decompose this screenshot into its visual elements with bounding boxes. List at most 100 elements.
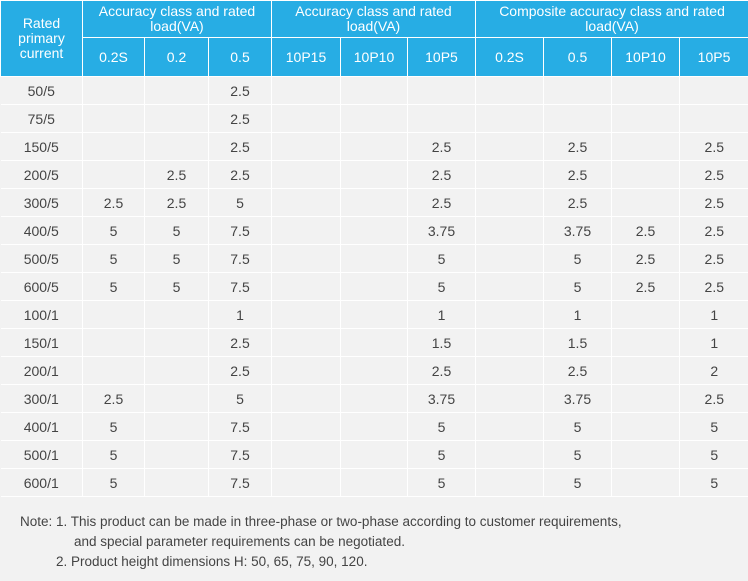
subheader-cell: 0.2 [144, 37, 209, 77]
rated-current-cell: 300/5 [0, 188, 83, 217]
load-value-cell: 2.5 [678, 216, 748, 245]
load-value-cell: 5 [407, 412, 476, 441]
load-value-cell [271, 440, 341, 469]
load-value-cell: 5 [407, 468, 476, 497]
notes: Note: 1. This product can be made in thr… [20, 512, 622, 572]
load-value-cell [144, 384, 209, 413]
table-row: 200/5 2.5 2.5 2.5 2.5 2.5 [0, 160, 748, 189]
load-value-cell: 1 [407, 300, 476, 329]
rated-current-cell: 100/1 [0, 300, 83, 329]
load-value-cell: 5 [543, 440, 612, 469]
load-value-cell: 1.5 [407, 328, 476, 357]
load-value-cell [82, 160, 145, 189]
load-value-cell: 5 [144, 244, 209, 273]
load-value-cell: 3.75 [407, 216, 476, 245]
load-value-cell [678, 76, 748, 105]
load-value-cell: 2.5 [678, 384, 748, 413]
load-value-cell: 7.5 [208, 468, 272, 497]
load-value-cell: 2.5 [407, 160, 476, 189]
table-header: Rated primary current Accuracy class and… [0, 0, 748, 77]
load-value-cell [678, 104, 748, 133]
load-value-cell [271, 412, 341, 441]
table-row: 50/5 2.5 [0, 76, 748, 105]
load-value-cell [611, 160, 680, 189]
load-value-cell [475, 132, 544, 161]
table-body: 50/5 2.5 75/5 2.5 150/5 2.5 2.5 2.5 2.5 200/5 2.5 2… [0, 76, 748, 497]
table-row: 600/5 5 5 7.5 5 5 2.5 2.5 [0, 272, 748, 301]
load-value-cell [340, 104, 408, 133]
load-value-cell: 5 [407, 272, 476, 301]
load-value-cell: 1 [678, 328, 748, 357]
load-value-cell [340, 468, 408, 497]
subheader-cell: 0.5 [208, 37, 272, 77]
subheader-cell: 10P5 [407, 37, 476, 77]
load-value-cell [82, 104, 145, 133]
load-value-cell [475, 188, 544, 217]
load-value-cell: 5 [82, 412, 145, 441]
load-value-cell: 7.5 [208, 412, 272, 441]
load-value-cell: 7.5 [208, 272, 272, 301]
table-row: 200/1 2.5 2.5 2.5 2 [0, 356, 748, 385]
load-value-cell [475, 160, 544, 189]
load-value-cell [611, 468, 680, 497]
rated-current-cell: 75/5 [0, 104, 83, 133]
load-value-cell [611, 356, 680, 385]
load-value-cell [611, 328, 680, 357]
table-row: 100/1 1 1 1 1 [0, 300, 748, 329]
load-value-cell [340, 328, 408, 357]
subheader-cell: 10P10 [340, 37, 408, 77]
load-value-cell [271, 244, 341, 273]
load-value-cell [340, 300, 408, 329]
load-value-cell [475, 300, 544, 329]
rated-current-cell: 500/5 [0, 244, 83, 273]
load-value-cell [340, 132, 408, 161]
load-value-cell: 2.5 [208, 104, 272, 133]
load-value-cell: 5 [407, 244, 476, 273]
load-value-cell [611, 300, 680, 329]
load-value-cell [340, 440, 408, 469]
spec-table: Rated primary current Accuracy class and… [0, 0, 748, 497]
rated-current-cell: 150/1 [0, 328, 83, 357]
load-value-cell: 2.5 [144, 188, 209, 217]
load-value-cell: 2.5 [543, 356, 612, 385]
load-value-cell: 2.5 [678, 244, 748, 273]
table-row: 500/5 5 5 7.5 5 5 2.5 2.5 [0, 244, 748, 273]
load-value-cell [407, 104, 476, 133]
header-rated-primary-current: Rated primary current [0, 0, 83, 77]
load-value-cell: 7.5 [208, 244, 272, 273]
load-value-cell [82, 76, 145, 105]
load-value-cell [82, 300, 145, 329]
note-line-2: and special parameter requirements can b… [74, 534, 405, 549]
load-value-cell [475, 272, 544, 301]
load-value-cell [144, 440, 209, 469]
load-value-cell [475, 440, 544, 469]
load-value-cell [475, 412, 544, 441]
header-group-accuracy-metering: Accuracy class and rated load(VA) [82, 0, 272, 38]
load-value-cell [271, 160, 341, 189]
load-value-cell: 2.5 [407, 356, 476, 385]
load-value-cell [82, 356, 145, 385]
load-value-cell [340, 188, 408, 217]
load-value-cell: 2.5 [543, 188, 612, 217]
load-value-cell [611, 384, 680, 413]
table-row: 400/1 5 7.5 5 5 5 [0, 412, 748, 441]
load-value-cell: 1 [543, 300, 612, 329]
table-row: 150/5 2.5 2.5 2.5 2.5 [0, 132, 748, 161]
load-value-cell [340, 412, 408, 441]
load-value-cell [271, 384, 341, 413]
load-value-cell: 5 [208, 188, 272, 217]
table-row: 600/1 5 7.5 5 5 5 [0, 468, 748, 497]
load-value-cell: 5 [543, 272, 612, 301]
load-value-cell [475, 468, 544, 497]
load-value-cell [271, 188, 341, 217]
load-value-cell [340, 244, 408, 273]
load-value-cell [340, 160, 408, 189]
load-value-cell [611, 412, 680, 441]
rated-current-cell: 200/1 [0, 356, 83, 385]
load-value-cell [82, 328, 145, 357]
subheader-cell: 10P5 [678, 37, 748, 77]
load-value-cell [475, 244, 544, 273]
table-row: 150/1 2.5 1.5 1.5 1 [0, 328, 748, 357]
load-value-cell [340, 76, 408, 105]
load-value-cell [144, 356, 209, 385]
